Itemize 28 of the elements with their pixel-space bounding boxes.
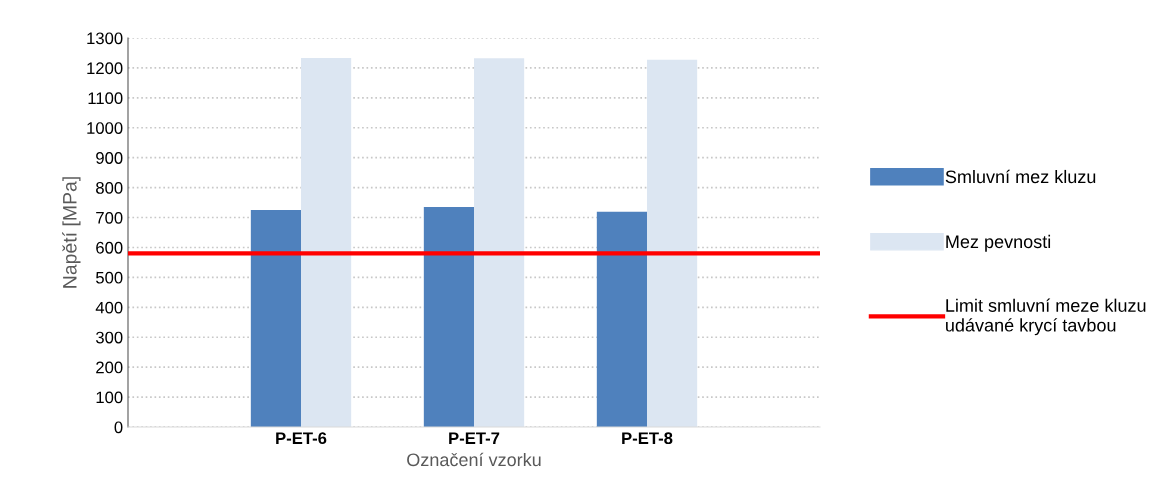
y-tick-label: 0 xyxy=(114,421,123,434)
x-tick-label: P-ET-8 xyxy=(622,432,673,445)
bar xyxy=(250,210,301,427)
x-tick-label: P-ET-6 xyxy=(276,432,327,445)
y-tick-label: 1300 xyxy=(87,32,123,45)
y-axis-title: Napětí [MPa] xyxy=(62,177,81,288)
x-tick-label: P-ET-7 xyxy=(449,432,500,444)
bar xyxy=(596,211,647,427)
y-tick-label: 700 xyxy=(96,211,123,224)
y-tick-label: 400 xyxy=(95,301,123,314)
y-tick-label: 200 xyxy=(96,361,123,374)
y-tick-label: 1100 xyxy=(88,92,123,105)
bar xyxy=(423,207,474,427)
y-tick-label: 500 xyxy=(96,271,123,284)
y-tick-label: 1200 xyxy=(87,62,123,75)
y-tick-label: 100 xyxy=(96,391,123,404)
x-axis-title: Označení vzorku xyxy=(407,452,541,467)
bar xyxy=(301,58,352,427)
legend-label: Smluvní mez kluzu xyxy=(945,169,1096,184)
legend-label: Limit smluvní meze kluzu udávané krycí tavbou xyxy=(946,298,1146,336)
y-tick-label: 800 xyxy=(96,182,123,194)
legend-label: Mez pevnosti xyxy=(946,234,1051,252)
y-tick-label: 1000 xyxy=(87,122,123,134)
bar xyxy=(474,58,525,427)
y-tick-label: 300 xyxy=(95,331,123,344)
y-tick-label: 600 xyxy=(96,241,123,254)
y-tick-label: 900 xyxy=(96,152,123,164)
bar xyxy=(647,59,698,427)
